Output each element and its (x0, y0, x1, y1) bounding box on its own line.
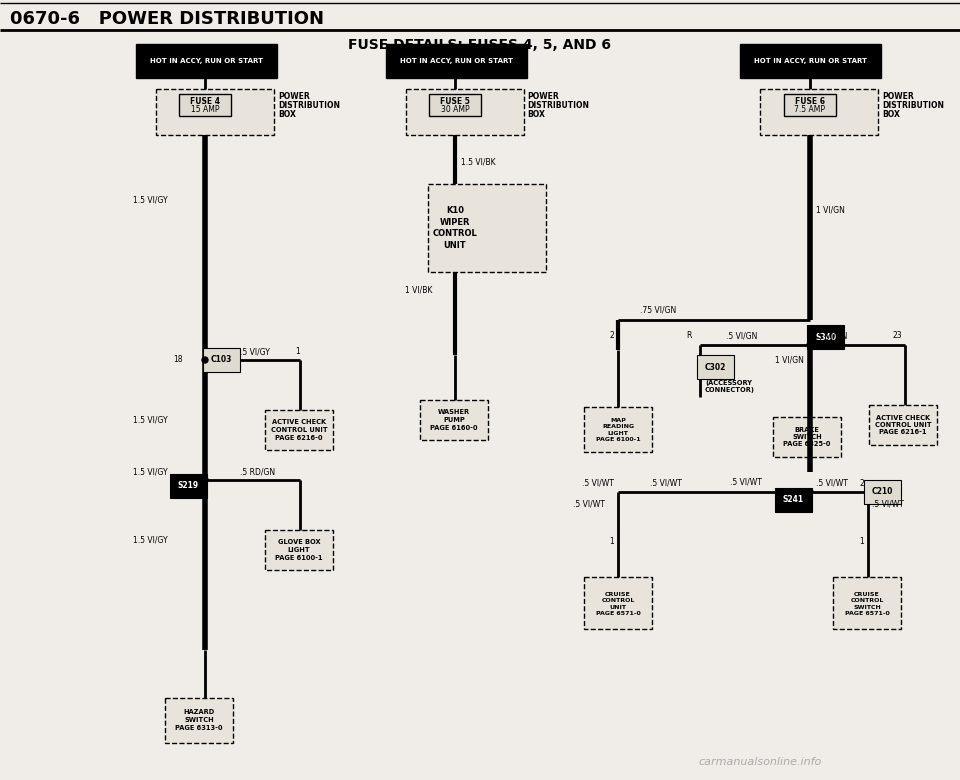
Bar (760, 89, 878, 135)
Text: .5 VI/GN: .5 VI/GN (816, 332, 848, 341)
Circle shape (807, 342, 813, 348)
Text: 2: 2 (859, 478, 864, 488)
Circle shape (202, 357, 208, 363)
Text: 1 VI/GN: 1 VI/GN (775, 356, 804, 364)
Text: .5 VI/WT: .5 VI/WT (816, 478, 848, 488)
Text: 1.5 VI/GY: 1.5 VI/GY (133, 536, 168, 544)
Text: 2: 2 (610, 332, 614, 341)
Text: GLOVE BOX
LIGHT
PAGE 6100-1: GLOVE BOX LIGHT PAGE 6100-1 (276, 540, 323, 561)
Bar (784, 94, 836, 116)
Text: .5 VI/WT: .5 VI/WT (872, 499, 904, 509)
Bar (584, 577, 652, 629)
Text: 0670-6   POWER DISTRIBUTION: 0670-6 POWER DISTRIBUTION (10, 10, 324, 28)
Text: C103: C103 (211, 356, 232, 364)
Bar (265, 410, 333, 450)
Text: CRUISE
CONTROL
UNIT
PAGE 6571-0: CRUISE CONTROL UNIT PAGE 6571-0 (595, 592, 640, 615)
Bar (428, 184, 546, 272)
Text: 1.5 VI/GY: 1.5 VI/GY (133, 196, 168, 204)
Text: BOX: BOX (278, 110, 296, 119)
Bar (833, 577, 901, 629)
Text: DISTRIBUTION: DISTRIBUTION (527, 101, 589, 110)
Text: S241: S241 (782, 495, 804, 505)
Text: 1: 1 (806, 359, 811, 367)
Text: C302: C302 (705, 363, 727, 371)
Text: .5 RD/GN: .5 RD/GN (240, 467, 276, 477)
Text: DISTRIBUTION: DISTRIBUTION (278, 101, 340, 110)
Text: 1: 1 (295, 348, 300, 356)
Bar (429, 94, 481, 116)
Text: 30 AMP: 30 AMP (441, 105, 469, 115)
Text: 1: 1 (610, 537, 614, 547)
Text: carmanualsonline.info: carmanualsonline.info (698, 757, 822, 767)
Text: WASHER
PUMP
PAGE 6160-0: WASHER PUMP PAGE 6160-0 (430, 410, 478, 431)
Text: 1 VI/GN: 1 VI/GN (816, 205, 845, 215)
Text: S340: S340 (815, 332, 836, 342)
Text: FUSE 4: FUSE 4 (190, 97, 220, 105)
Circle shape (807, 489, 813, 495)
Text: 18: 18 (174, 354, 183, 363)
Text: 1.5 VI/BK: 1.5 VI/BK (461, 158, 495, 166)
Text: HOT IN ACCY, RUN OR START: HOT IN ACCY, RUN OR START (400, 58, 513, 64)
Text: R: R (686, 332, 692, 341)
Bar (179, 94, 231, 116)
Bar (165, 698, 233, 743)
Text: ACTIVE CHECK
CONTROL UNIT
PAGE 6216-0: ACTIVE CHECK CONTROL UNIT PAGE 6216-0 (271, 420, 327, 441)
Text: 1 VI/BK: 1 VI/BK (405, 285, 432, 295)
Text: C210: C210 (872, 488, 894, 497)
Text: MAP
READING
LIGHT
PAGE 6100-1: MAP READING LIGHT PAGE 6100-1 (596, 418, 640, 441)
Bar (773, 417, 841, 457)
Text: .5 VI/WT: .5 VI/WT (573, 499, 605, 509)
Bar (265, 530, 333, 570)
Text: FUSE 5: FUSE 5 (440, 97, 470, 105)
Bar (156, 89, 274, 135)
Bar (420, 400, 488, 440)
Text: ACTIVE CHECK
CONTROL UNIT
PAGE 6216-1: ACTIVE CHECK CONTROL UNIT PAGE 6216-1 (875, 414, 931, 435)
Text: 23: 23 (893, 332, 902, 341)
Text: S219: S219 (178, 481, 199, 491)
Text: FUSE DETAILS: FUSES 4, 5, AND 6: FUSE DETAILS: FUSES 4, 5, AND 6 (348, 38, 612, 52)
Text: 1.5 VI/GY: 1.5 VI/GY (133, 467, 168, 477)
Text: .5 VI/GN: .5 VI/GN (726, 332, 757, 341)
Text: .5 VI/WT: .5 VI/WT (650, 478, 682, 488)
Text: HAZARD
SWITCH
PAGE 6313-0: HAZARD SWITCH PAGE 6313-0 (176, 710, 223, 731)
Text: BOX: BOX (527, 110, 545, 119)
Text: DISTRIBUTION: DISTRIBUTION (882, 101, 944, 110)
Text: BRAKE
SWITCH
PAGE 6325-0: BRAKE SWITCH PAGE 6325-0 (783, 427, 830, 448)
Text: POWER: POWER (882, 92, 914, 101)
Text: FUSE 6: FUSE 6 (795, 97, 825, 105)
Text: BOX: BOX (882, 110, 900, 119)
Circle shape (202, 477, 208, 483)
Text: .5 VI/WT: .5 VI/WT (582, 478, 614, 488)
Bar (869, 405, 937, 445)
Text: POWER: POWER (527, 92, 559, 101)
Text: 1.5 VI/GY: 1.5 VI/GY (133, 416, 168, 424)
Text: K10
WIPER
CONTROL
UNIT: K10 WIPER CONTROL UNIT (433, 206, 477, 250)
Bar (406, 89, 524, 135)
Text: POWER: POWER (278, 92, 310, 101)
Text: HOT IN ACCY, RUN OR START: HOT IN ACCY, RUN OR START (754, 58, 867, 64)
Text: (ACCESSORY
CONNECTOR): (ACCESSORY CONNECTOR) (705, 380, 755, 393)
Text: .75 VI/GN: .75 VI/GN (640, 306, 676, 314)
Text: .5 VI/GY: .5 VI/GY (240, 348, 270, 356)
Bar (584, 407, 652, 452)
Text: 15 AMP: 15 AMP (191, 105, 219, 115)
Text: HOT IN ACCY, RUN OR START: HOT IN ACCY, RUN OR START (150, 58, 263, 64)
Text: .5 VI/WT: .5 VI/WT (730, 477, 762, 487)
Text: CRUISE
CONTROL
SWITCH
PAGE 6571-0: CRUISE CONTROL SWITCH PAGE 6571-0 (845, 592, 889, 615)
Text: 7.5 AMP: 7.5 AMP (795, 105, 826, 115)
Text: 1: 1 (859, 537, 864, 547)
